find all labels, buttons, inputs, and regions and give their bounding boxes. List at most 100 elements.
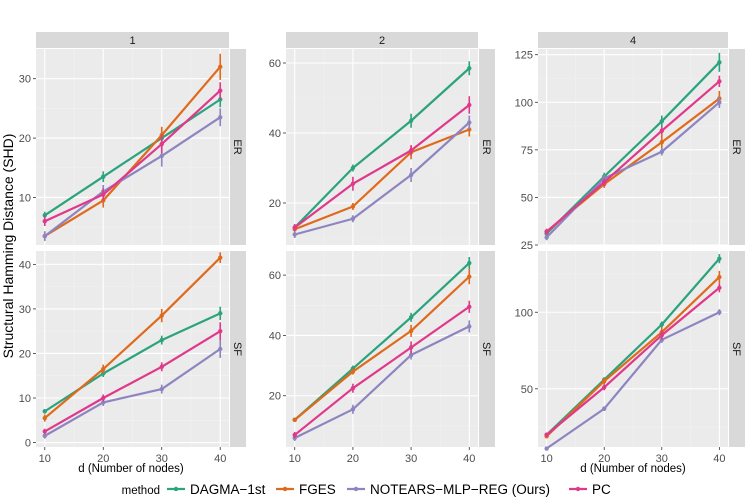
series-line xyxy=(294,275,471,421)
legend-key-point xyxy=(575,486,581,492)
data-point xyxy=(717,274,722,280)
x-tick-label: 30 xyxy=(156,453,168,465)
legend-label: PC xyxy=(592,482,611,497)
data-point xyxy=(159,386,164,392)
data-point xyxy=(408,118,414,123)
data-point xyxy=(717,100,722,105)
legend: method DAGMA−1st FGES NOTEARS−MLP−REG (Our… xyxy=(122,482,611,497)
data-point xyxy=(101,400,106,405)
row-strip-label: ER xyxy=(231,139,243,154)
series-line xyxy=(546,311,720,450)
y-tick-label: 10 xyxy=(19,192,31,204)
data-point xyxy=(159,153,164,159)
legend-label: NOTEARS−MLP−REG (Ours) xyxy=(370,482,550,497)
series-line xyxy=(545,276,721,438)
y-tick-label: 100 xyxy=(515,97,533,109)
data-point xyxy=(467,304,472,309)
y-tick-label: 50 xyxy=(521,384,533,396)
data-point xyxy=(602,385,607,390)
data-point xyxy=(467,102,472,108)
data-point xyxy=(218,97,223,102)
x-tick-label: 20 xyxy=(97,453,109,465)
series-line xyxy=(294,121,471,236)
data-point xyxy=(42,213,47,218)
data-point xyxy=(408,352,414,358)
panel-2-ER: 20 40 60 2 ER xyxy=(269,32,495,245)
row-strip-label: SF xyxy=(480,342,492,356)
row-strip xyxy=(479,251,495,447)
data-point xyxy=(659,119,664,124)
data-point xyxy=(101,192,106,197)
series-line xyxy=(44,116,221,237)
row-strip-label: ER xyxy=(480,139,492,154)
legend-key-point xyxy=(282,486,288,492)
data-point xyxy=(408,328,414,334)
series-line xyxy=(44,330,221,433)
column-strip xyxy=(286,32,478,48)
y-tick-label: 50 xyxy=(521,192,533,204)
column-strip-label: 2 xyxy=(379,35,385,47)
data-point xyxy=(408,172,414,178)
data-point xyxy=(544,235,549,240)
x-tick-label: 40 xyxy=(463,453,475,465)
row-strip-label: SF xyxy=(730,342,742,356)
y-tick-label: 20 xyxy=(269,198,281,210)
data-point xyxy=(350,369,356,374)
legend-item: PC xyxy=(569,482,611,497)
data-point xyxy=(350,216,356,221)
data-point xyxy=(101,174,106,179)
data-point xyxy=(408,345,414,350)
data-point xyxy=(717,79,722,84)
row-strip-label: SF xyxy=(231,342,243,356)
data-point xyxy=(292,432,297,438)
series-line xyxy=(44,348,221,437)
y-tick-label: 40 xyxy=(269,128,281,140)
series-line xyxy=(545,80,721,233)
data-point xyxy=(350,407,356,412)
legend-item: FGES xyxy=(276,482,336,497)
row-strip-label: ER xyxy=(730,139,742,154)
x-axis-label: d (Number of nodes) xyxy=(580,463,686,475)
data-point xyxy=(292,417,297,423)
series-line xyxy=(545,286,721,436)
data-point xyxy=(42,409,47,414)
data-point xyxy=(408,315,414,320)
row-strip xyxy=(479,49,495,245)
data-point xyxy=(467,274,472,279)
data-point xyxy=(544,229,549,234)
x-tick-label: 10 xyxy=(39,453,51,465)
data-point xyxy=(717,285,722,290)
x-tick-label: 40 xyxy=(214,453,226,465)
data-point xyxy=(467,260,472,266)
x-tick-label: 40 xyxy=(713,453,725,465)
y-tick-label: 40 xyxy=(269,330,281,342)
y-tick-label: 25 xyxy=(521,240,533,252)
column-strip-label: 1 xyxy=(129,35,135,47)
legend-item: NOTEARS−MLP−REG (Ours) xyxy=(347,482,550,497)
series-line xyxy=(545,257,721,436)
y-tick-label: 60 xyxy=(269,270,281,282)
data-point xyxy=(218,64,223,70)
data-point xyxy=(42,433,47,439)
data-point xyxy=(659,333,664,338)
series-line xyxy=(294,262,471,421)
data-point xyxy=(218,328,223,334)
y-tick-label: 100 xyxy=(515,307,533,319)
data-point xyxy=(467,120,472,125)
data-point xyxy=(544,446,549,451)
data-point xyxy=(602,180,607,185)
data-point xyxy=(292,232,297,237)
data-point xyxy=(350,386,356,391)
data-point xyxy=(159,364,164,370)
series-line xyxy=(44,256,222,419)
y-axis-label: Structural Hamming Distance (SHD) xyxy=(0,134,16,359)
series-line xyxy=(294,325,470,439)
x-axis-label: d (Number of nodes) xyxy=(78,463,184,475)
data-point xyxy=(602,378,607,384)
x-tick-label: 20 xyxy=(347,453,359,465)
data-point xyxy=(408,148,414,153)
data-point xyxy=(717,310,722,315)
row-strip xyxy=(729,49,745,245)
y-tick-label: 10 xyxy=(19,393,31,405)
